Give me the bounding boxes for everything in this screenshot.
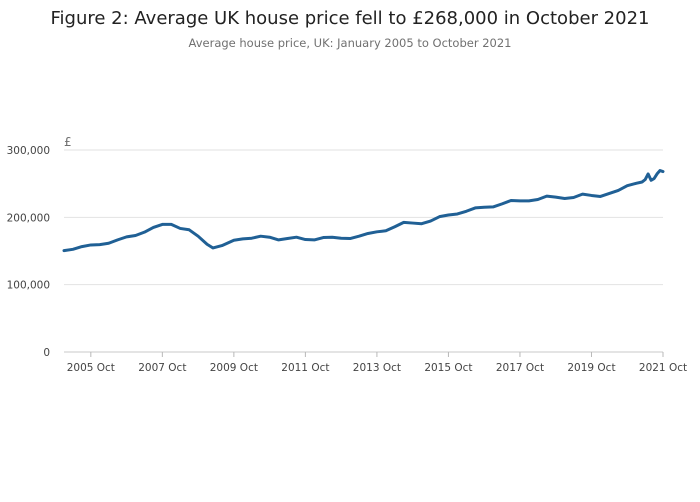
series-group [62,169,665,253]
y-tick-label: 300,000 [7,145,50,157]
chart-subtitle: Average house price, UK: January 2005 to… [189,36,512,50]
y-tick-label: 200,000 [7,212,50,224]
x-tick-label: 2013 Oct [353,362,401,374]
x-tick-label: 2011 Oct [281,362,329,374]
y-tick-label: 0 [43,347,50,359]
chart-title: Figure 2: Average UK house price fell to… [50,8,649,29]
x-tick-label: 2007 Oct [138,362,186,374]
x-tick-label: 2015 Oct [424,362,472,374]
x-tick-label: 2005 Oct [67,362,115,374]
x-tick-label: 2019 Oct [567,362,615,374]
gridlines [64,149,663,286]
x-tick-label: 2017 Oct [496,362,544,374]
y-tick-label: 100,000 [7,280,50,292]
x-tick-label: 2021 Oct [639,362,687,374]
x-tick-label: 2009 Oct [210,362,258,374]
y-axis-unit-label: £ [64,135,72,149]
series-line-average-house-price [62,169,665,253]
x-axis-ticks: 2005 Oct 2007 Oct 2009 Oct 2011 Oct 2013 Oct… [67,352,687,374]
y-axis-ticks: 0 100,000 200,000 300,000 [7,145,50,359]
